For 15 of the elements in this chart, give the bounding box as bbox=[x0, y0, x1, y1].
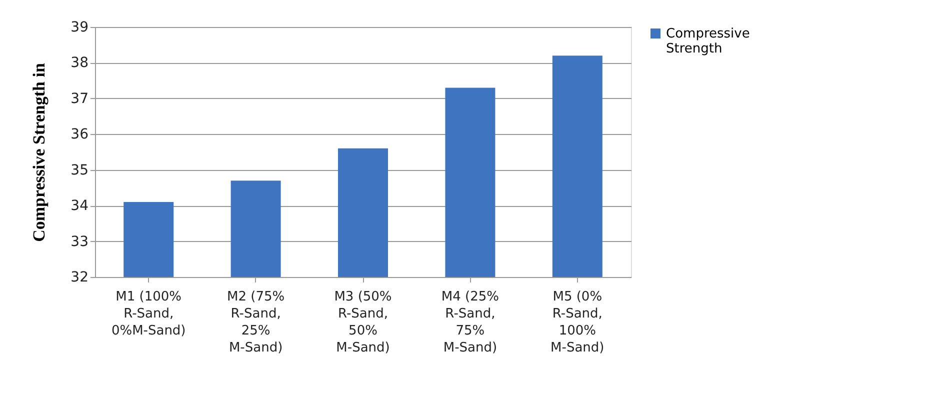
legend-label: Compressive Strength bbox=[666, 26, 750, 56]
x-tick-label: M4 (25% R-Sand, 75% M-Sand) bbox=[441, 290, 499, 356]
y-tick-label: 33 bbox=[70, 234, 88, 250]
y-axis-title: Compressive Strength in bbox=[30, 62, 49, 242]
y-tick-label: 38 bbox=[70, 55, 88, 72]
y-tick-label: 36 bbox=[70, 126, 89, 143]
x-tick-label: M3 (50% R-Sand, 50% M-Sand) bbox=[334, 290, 392, 356]
y-tick-label: 34 bbox=[70, 198, 89, 214]
y-tick-label: 32 bbox=[70, 270, 88, 286]
x-tick-label: M2 (75% R-Sand, 25% M-Sand) bbox=[227, 290, 285, 356]
x-tick-label: M5 (0% R-Sand, 100% M-Sand) bbox=[550, 290, 604, 356]
y-tick-label: 35 bbox=[70, 162, 88, 178]
x-tick-label: M1 (100% R-Sand, 0%M-Sand) bbox=[111, 290, 186, 338]
y-tick-label: 39 bbox=[70, 20, 88, 36]
y-tick-label: 37 bbox=[70, 90, 88, 107]
